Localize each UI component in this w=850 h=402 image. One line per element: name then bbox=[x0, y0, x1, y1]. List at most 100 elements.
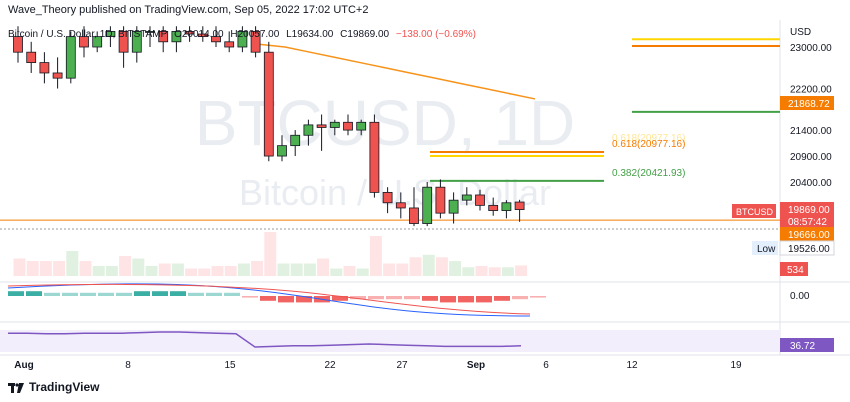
macd-bar bbox=[440, 296, 456, 303]
candle-body bbox=[395, 202, 406, 209]
macd-bar bbox=[98, 292, 114, 296]
volume-text: 534 bbox=[787, 265, 804, 276]
volume-bar bbox=[39, 261, 52, 276]
low-value-text: 19526.00 bbox=[788, 244, 830, 255]
ma-value-tag bbox=[780, 96, 834, 110]
watermark-name: Bitcoin / U.S. Dollar bbox=[239, 172, 551, 213]
volume-bar bbox=[290, 263, 303, 276]
volume-bar bbox=[488, 267, 501, 276]
candle-body bbox=[461, 194, 472, 201]
volume-bar bbox=[251, 261, 264, 276]
macd-bar bbox=[278, 296, 294, 303]
candle-body bbox=[224, 41, 235, 48]
legend-symbol[interactable]: Bitcoin / U.S. Dollar, 1D, BITSTAMP bbox=[8, 29, 168, 40]
time-axis-label: 27 bbox=[396, 360, 408, 371]
macd-bar bbox=[368, 296, 384, 300]
candle-body bbox=[501, 202, 512, 211]
time-axis-label: Sep bbox=[467, 360, 485, 371]
candle-body bbox=[39, 62, 50, 74]
macd-bar bbox=[188, 292, 204, 296]
macd-bar bbox=[26, 291, 42, 296]
candle-body bbox=[118, 31, 129, 53]
volume-bar bbox=[66, 251, 79, 276]
candle-body bbox=[435, 186, 446, 214]
volume-tag bbox=[780, 262, 808, 276]
macd-bar bbox=[422, 296, 438, 301]
low-tag bbox=[752, 241, 778, 255]
candle-body bbox=[382, 191, 393, 204]
volume-bar bbox=[171, 263, 184, 276]
legend-open: O20014.00 bbox=[174, 29, 224, 40]
volume-bar bbox=[198, 268, 211, 276]
rsi-text: 36.72 bbox=[790, 341, 815, 352]
currency-label: USD bbox=[790, 27, 811, 38]
macd-bar bbox=[8, 291, 24, 296]
macd-bar bbox=[458, 296, 474, 303]
volume-bar bbox=[356, 268, 369, 276]
volume-bar bbox=[343, 266, 356, 276]
macd-bar bbox=[260, 296, 276, 301]
candle-body bbox=[26, 51, 37, 63]
time-axis-label: 12 bbox=[626, 360, 638, 371]
fib-0618-faded-label: 0.618(20977.16) bbox=[612, 133, 685, 144]
candle-body bbox=[343, 121, 353, 131]
macd-bar bbox=[44, 292, 60, 296]
ohlc-legend: Bitcoin / U.S. Dollar, 1D, BITSTAMP O200… bbox=[8, 29, 480, 40]
macd-bar bbox=[512, 296, 528, 300]
rsi-line bbox=[8, 331, 522, 348]
macd-bar bbox=[170, 291, 186, 296]
signal-line bbox=[7, 283, 531, 315]
candle-body bbox=[211, 36, 221, 43]
macd-bar bbox=[80, 292, 96, 296]
support-tag bbox=[780, 227, 834, 241]
candle-body bbox=[92, 36, 103, 48]
legend-close: C19869.00 bbox=[340, 29, 390, 40]
volume-bar bbox=[132, 258, 145, 276]
publisher-info: Wave_Theory published on TradingView.com… bbox=[8, 4, 369, 16]
volume-bar bbox=[383, 263, 396, 276]
volume-bar bbox=[330, 268, 343, 276]
volume-bar bbox=[277, 263, 290, 276]
candle-body bbox=[290, 134, 301, 147]
macd-bar bbox=[332, 296, 348, 301]
time-axis-label: 22 bbox=[324, 360, 336, 371]
price-tick-label: 20400.00 bbox=[790, 178, 832, 189]
macd-bar bbox=[116, 292, 132, 296]
volume-bar bbox=[13, 258, 26, 276]
fib-0382-label: 0.382(20421.93) bbox=[612, 168, 685, 179]
volume-bar bbox=[224, 266, 237, 276]
candle-body bbox=[158, 31, 169, 43]
candle-body bbox=[79, 36, 89, 48]
tradingview-logo-icon bbox=[8, 382, 24, 393]
macd-bar bbox=[476, 296, 492, 303]
candle-body bbox=[237, 31, 248, 48]
price-tick-label: 23000.00 bbox=[790, 43, 832, 54]
volume-bar bbox=[409, 257, 422, 276]
macd-bar bbox=[206, 292, 222, 296]
price-tick-label: 22200.00 bbox=[790, 85, 832, 96]
volume-bar bbox=[105, 266, 118, 276]
macd-bar bbox=[134, 291, 150, 296]
volume-bar bbox=[211, 266, 224, 276]
time-axis-label: 6 bbox=[543, 360, 549, 371]
volume-bar bbox=[515, 265, 528, 276]
macd-bar bbox=[296, 296, 312, 303]
candle-body bbox=[448, 199, 459, 214]
candle-body bbox=[514, 201, 525, 210]
candle-body bbox=[409, 207, 419, 224]
candle-body bbox=[356, 121, 367, 131]
candle-body bbox=[184, 31, 195, 35]
candle-body bbox=[422, 186, 433, 224]
volume-bar bbox=[158, 263, 171, 276]
watermark-ticker: BTCUSD, 1D bbox=[195, 87, 576, 159]
macd-bar bbox=[62, 292, 78, 296]
tradingview-brand[interactable]: TradingView bbox=[8, 380, 99, 394]
candle-body bbox=[329, 121, 340, 128]
candle-body bbox=[277, 145, 287, 157]
legend-low: L19634.00 bbox=[286, 29, 334, 40]
volume-bar bbox=[79, 261, 92, 276]
candle-body bbox=[475, 194, 485, 206]
support-text: 19666.00 bbox=[788, 230, 830, 241]
last-price-text: 19869.00 bbox=[788, 205, 830, 216]
